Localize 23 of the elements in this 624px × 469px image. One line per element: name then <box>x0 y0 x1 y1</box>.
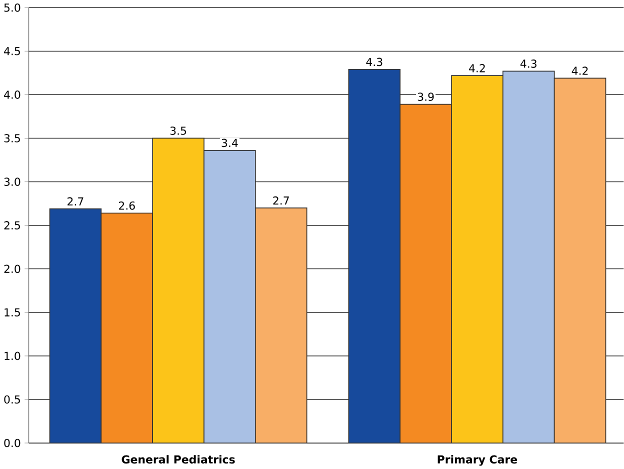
y-tick-label: 0.5 <box>4 395 20 404</box>
x-tick-label: Primary Care <box>438 454 518 466</box>
data-label: 2.6 <box>118 201 135 210</box>
y-tick-label: 3.5 <box>4 134 20 142</box>
data-label: 2.7 <box>273 196 289 204</box>
y-tick-label: 3.0 <box>4 177 20 186</box>
data-label: 3.4 <box>222 138 238 147</box>
data-label: 4.3 <box>520 59 536 68</box>
y-tick-label: 2.5 <box>4 221 20 230</box>
data-label: 4.2 <box>469 64 485 72</box>
y-tick-label: 1.5 <box>4 308 20 316</box>
y-tick-label: 2.0 <box>4 264 20 273</box>
data-label: 2.7 <box>68 197 84 206</box>
y-tick-label: 4.0 <box>4 90 20 99</box>
data-label: 3.5 <box>170 126 186 135</box>
y-tick-label: 0.0 <box>4 438 20 448</box>
data-label: 4.3 <box>366 58 382 66</box>
data-label: 3.9 <box>418 92 434 101</box>
data-label: 4.2 <box>572 66 588 75</box>
y-tick-label: 5.0 <box>4 3 20 12</box>
y-tick-label: 1.0 <box>4 352 20 360</box>
x-tick-label: General Pediatrics <box>122 454 235 464</box>
y-tick-label: 4.5 <box>4 46 20 56</box>
